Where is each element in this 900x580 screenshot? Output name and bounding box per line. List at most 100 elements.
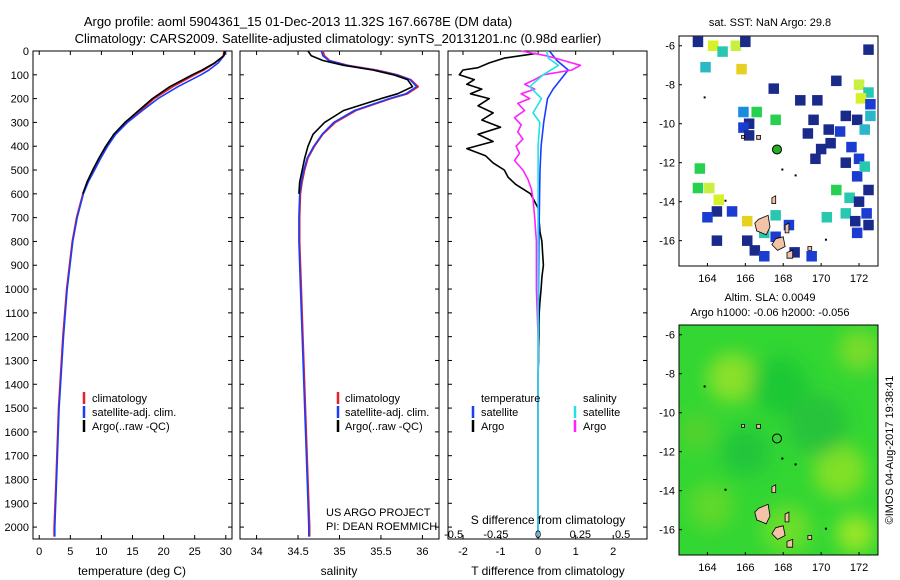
sst-cell xyxy=(717,46,728,57)
island-dot xyxy=(724,488,727,491)
salinity-xlabel: salinity xyxy=(321,564,358,578)
sst-cell xyxy=(743,130,755,141)
legend-temperature-heading: temperature xyxy=(481,393,540,405)
salinity-series xyxy=(298,50,420,537)
sst-cell xyxy=(700,61,711,73)
temperature-xlabel: temperature (deg C) xyxy=(78,564,186,578)
pi-label: PI: DEAN ROEMMICH xyxy=(326,521,437,533)
legend-climatology-label: climatology xyxy=(92,393,148,405)
sst-cell xyxy=(865,98,876,110)
s-difference-tick-labels: -0.5 -0.25 0 0.25 0.5 xyxy=(444,529,630,541)
island-shape xyxy=(754,214,771,236)
island-dot xyxy=(794,174,797,177)
sla-anomaly-blobs xyxy=(679,329,878,555)
map-y-tick-label: -8 xyxy=(665,80,675,92)
sst-cell xyxy=(738,122,749,133)
depth-tick-label: 0 xyxy=(23,46,29,58)
sst-cell xyxy=(823,124,834,135)
sst-cell xyxy=(815,143,827,155)
sst-cell xyxy=(851,171,863,182)
map-x-tick-label: 164 xyxy=(698,562,716,574)
sst-cell xyxy=(863,219,874,231)
legend-satellite-label: satellite-adj. clim. xyxy=(345,407,429,419)
sst-cell xyxy=(692,36,704,48)
sst-cell xyxy=(840,208,852,219)
legend-t-satellite-label: satellite xyxy=(481,407,518,419)
island-shape xyxy=(786,538,794,548)
sst-cell xyxy=(736,63,747,75)
map-y-tick-label: -14 xyxy=(659,486,675,498)
sst-cell xyxy=(759,251,770,262)
temperature-panel: 0100200300400500600700800900100011001200… xyxy=(5,46,233,578)
temperature-plot-frame xyxy=(32,50,233,540)
sst-cell xyxy=(694,163,706,174)
x-tick-label: 30 xyxy=(220,546,232,558)
sst-cells xyxy=(692,36,876,262)
sst-cell xyxy=(770,231,781,243)
sst-cell xyxy=(707,40,719,51)
sla-blob xyxy=(751,356,808,414)
sst-cell xyxy=(861,208,872,219)
island-shape xyxy=(754,503,771,525)
sst-map-title: sat. SST: NaN Argo: 29.8 xyxy=(709,17,831,29)
depth-tick-label: 1600 xyxy=(5,427,29,439)
island-dot xyxy=(824,238,827,241)
island-dot xyxy=(724,199,727,202)
sst-cell xyxy=(840,157,852,168)
island-shape xyxy=(741,423,745,428)
difference-legend: temperature satellite Argo salinity sate… xyxy=(471,393,620,433)
sst-cell xyxy=(740,36,751,48)
sst-cell xyxy=(850,215,861,227)
map-y-tick-label: -16 xyxy=(659,236,675,248)
sst-cell xyxy=(730,40,742,51)
map-y-tick-label: -12 xyxy=(659,447,675,459)
island-shape xyxy=(771,525,786,540)
sla-blob xyxy=(838,329,878,372)
depth-tick-label: 1200 xyxy=(5,332,29,344)
sla-blob xyxy=(688,483,734,530)
t-difference-label: T difference from climatology xyxy=(471,564,625,578)
sst-cell xyxy=(831,75,842,87)
depth-tick-label: 1700 xyxy=(5,451,29,463)
sst-cell xyxy=(704,182,715,194)
x-tick-label: 10 xyxy=(95,546,107,558)
difference-panel: -2 -1 0 1 2 S difference from climatology -0… xyxy=(444,50,648,578)
x-tick-label: 5 xyxy=(67,546,73,558)
sla-map-title-1: Altim. SLA: 0.0049 xyxy=(724,292,815,304)
sst-cell xyxy=(853,79,865,90)
island-dot xyxy=(794,463,797,466)
sst-cell xyxy=(711,235,723,246)
sst-cell xyxy=(851,227,863,239)
difference-series xyxy=(458,50,582,537)
sst-cell xyxy=(831,184,842,196)
map-y-tick-label: -8 xyxy=(665,369,675,381)
sla-map-axes: 164 166 168 170 172 -6 -8 -10 -12 -14 -16 xyxy=(659,330,868,574)
sst-cell xyxy=(692,182,704,194)
island-dot xyxy=(824,527,827,530)
map-y-tick-label: -6 xyxy=(665,41,675,53)
salinity-plot-frame xyxy=(239,50,440,540)
imos-credit: ©IMOS 04-Aug-2017 19:38:41 xyxy=(884,376,896,525)
depth-tick-label: 300 xyxy=(11,117,29,129)
sst-cell xyxy=(741,235,753,246)
depth-tick-label: 1400 xyxy=(5,379,29,391)
x-tick-label: 34 xyxy=(250,546,262,558)
s-tick-label: 0 xyxy=(535,529,541,541)
sst-cell xyxy=(851,114,863,126)
sst-cell xyxy=(770,210,781,221)
sst-map-panel: sat. SST: NaN Argo: 29.8 164 166 168 170 172… xyxy=(659,17,879,285)
sst-cell xyxy=(863,87,874,98)
sst-cell xyxy=(812,95,823,106)
salinity-depth-ticks xyxy=(240,50,439,528)
argo-float-marker xyxy=(771,433,782,444)
x-tick-label: 20 xyxy=(157,546,169,558)
sla-islands xyxy=(703,385,827,548)
map-x-tick-label: 168 xyxy=(774,273,792,285)
legend-salinity-heading: salinity xyxy=(583,393,617,405)
island-shape xyxy=(771,195,777,205)
salinity-axis-ticks: 34 34.5 35 35.5 36 xyxy=(250,51,429,558)
s-tick-label: -0.5 xyxy=(444,529,463,541)
sst-cell xyxy=(713,194,725,205)
sst-cell xyxy=(863,184,874,196)
sst-cell xyxy=(702,212,713,223)
